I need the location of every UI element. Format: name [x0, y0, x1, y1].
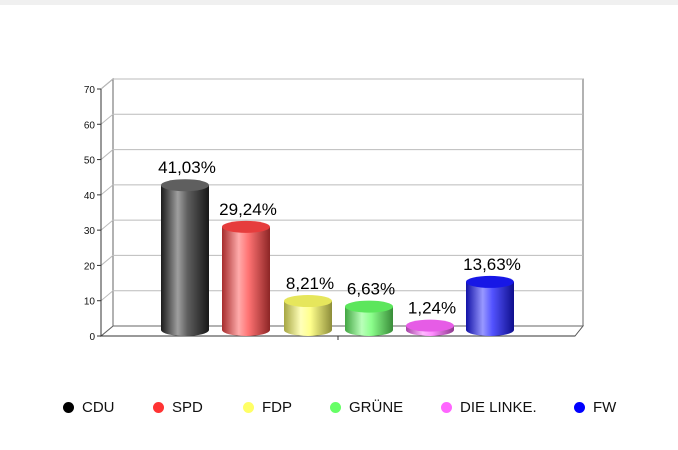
legend-swatch	[574, 402, 585, 413]
grid-line	[100, 219, 114, 231]
grid-line	[100, 184, 114, 196]
legend-swatch	[441, 402, 452, 413]
bar-body	[466, 281, 514, 336]
chart-data-labels: 41,03% 29,24% 8,21% 6,63% 1,24% 13,63%	[158, 158, 521, 317]
legend-label: CDU	[82, 399, 115, 416]
bar-top	[161, 179, 209, 192]
grid-line	[100, 78, 114, 90]
data-label: 13,63%	[463, 255, 521, 274]
legend-swatch	[243, 402, 254, 413]
chart-bars	[161, 179, 514, 336]
legend-label: FDP	[262, 399, 292, 416]
legend-label: SPD	[172, 399, 203, 416]
bar-spd	[222, 220, 270, 336]
bar-body	[222, 226, 270, 336]
bar-body	[345, 306, 393, 336]
bar-top	[466, 275, 514, 288]
legend-item: DIE LINKE.	[441, 399, 537, 416]
bar-body	[161, 185, 209, 336]
chart-legend: CDU SPD FDP GRÜNE DIE LINKE. FW	[0, 399, 678, 423]
bar-cdu	[161, 179, 209, 336]
legend-swatch	[63, 402, 74, 413]
bar-dielinke	[406, 319, 454, 336]
grid-line	[100, 255, 114, 266]
y-tick-label: 50	[84, 156, 96, 167]
legend-item: GRÜNE	[330, 399, 403, 416]
y-tick-label: 20	[84, 261, 96, 272]
legend-item: SPD	[153, 399, 203, 416]
legend-item: FDP	[243, 399, 292, 416]
bar-top	[284, 295, 332, 308]
bar-fdp	[284, 295, 332, 336]
top-bar	[0, 0, 678, 5]
legend-label: FW	[593, 399, 617, 416]
data-label: 1,24%	[408, 299, 456, 318]
data-label: 6,63%	[347, 280, 395, 299]
y-tick-label: 10	[84, 297, 96, 308]
data-label: 8,21%	[286, 274, 334, 293]
y-tick-label: 30	[84, 226, 96, 237]
legend-item: FW	[574, 399, 616, 416]
y-tick-label: 40	[84, 191, 96, 202]
bar-body	[284, 301, 332, 336]
y-tick-label: 0	[89, 332, 95, 343]
grid-line	[100, 113, 114, 125]
bar-grne	[345, 300, 393, 336]
grid-line	[100, 149, 114, 160]
legend-swatch	[153, 402, 164, 413]
legend-swatch	[330, 402, 341, 413]
grid-line	[100, 290, 114, 302]
bar-fw	[466, 275, 514, 336]
legend-label: GRÜNE	[349, 399, 404, 416]
bar-top	[345, 300, 393, 313]
chart-left-wall	[100, 77, 114, 338]
y-tick-label: 70	[84, 85, 96, 96]
data-label: 41,03%	[158, 158, 216, 177]
data-label: 29,24%	[219, 200, 277, 219]
legend-item: CDU	[63, 399, 115, 416]
y-tick-label: 60	[84, 120, 96, 131]
legend-label: DIE LINKE.	[460, 399, 537, 416]
bar-top	[222, 220, 270, 233]
bar-top	[406, 319, 454, 332]
